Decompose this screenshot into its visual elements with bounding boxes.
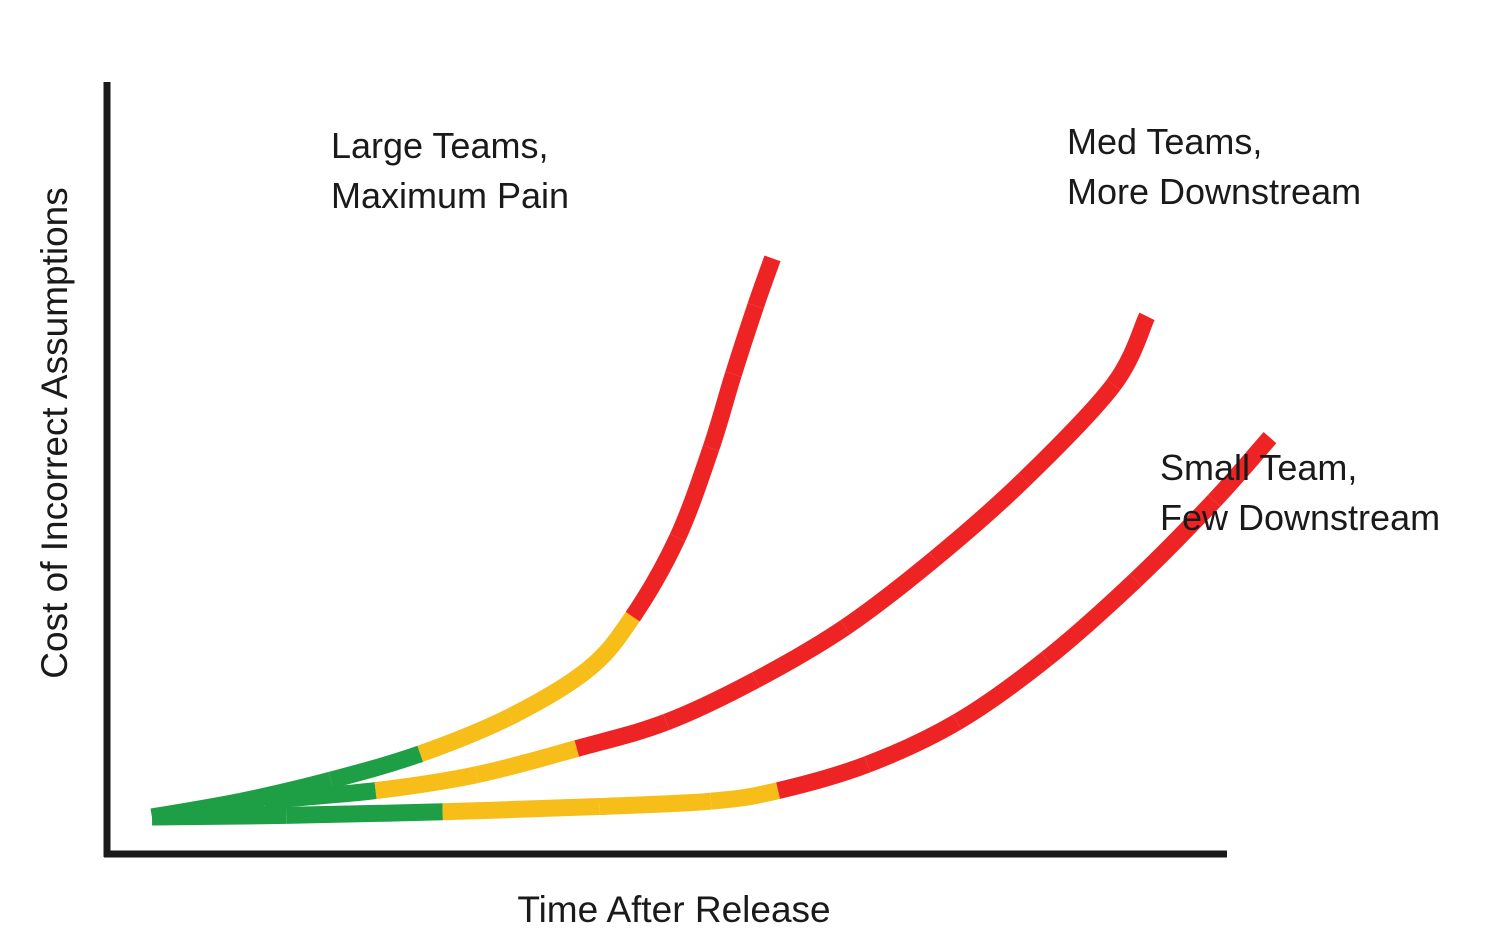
curve-med-segment [374, 766, 478, 800]
curve-small-segment [952, 652, 1052, 730]
x-axis-label: Time After Release [517, 889, 830, 930]
curve-large-segment [417, 709, 514, 762]
curve-small-segment [776, 756, 871, 799]
curve-large-segment [582, 611, 640, 677]
curve-small-segment [1129, 494, 1221, 587]
curve-med-segment [751, 620, 850, 688]
y-axis-label: Cost of Incorrect Assumptions [34, 187, 75, 678]
curve-med-segment [474, 740, 580, 784]
curve-small-segment [286, 803, 443, 824]
curve-med-segment [840, 552, 941, 635]
curve-large-segment [702, 371, 742, 451]
curve-med-segment [574, 714, 670, 757]
curve-med-segment [663, 672, 760, 731]
curve-small-segment [710, 782, 781, 810]
curve-small-segment [598, 792, 712, 815]
curve-small-segment [442, 798, 600, 821]
curve-small-segment [151, 806, 287, 826]
curve-med-segment [1106, 312, 1155, 391]
curve-small-segment [864, 714, 962, 773]
series-label-med-line2: More Downstream [1067, 171, 1361, 212]
curves-layer [150, 255, 1277, 826]
curve-med-segment [1018, 379, 1121, 486]
curve-large-segment [505, 662, 594, 725]
series-label-small-line1: Small Team, [1160, 447, 1357, 488]
series-label-small-line2: Few Downstream [1160, 497, 1440, 538]
curve-large-segment [725, 303, 764, 377]
curve-small-segment [1207, 431, 1277, 507]
curve-large-segment [328, 745, 424, 789]
curve-large-segment [747, 255, 781, 309]
curve-large-segment [625, 534, 686, 622]
curve-large-segment [669, 445, 720, 542]
series-label-med-line1: Med Teams, [1067, 121, 1262, 162]
curve-small-segment [1041, 573, 1142, 666]
series-label-large-line1: Large Teams, [331, 125, 548, 166]
curve-med-segment [929, 473, 1030, 566]
series-label-large-line2: Maximum Pain [331, 175, 569, 216]
curve-med-segment [262, 782, 377, 810]
